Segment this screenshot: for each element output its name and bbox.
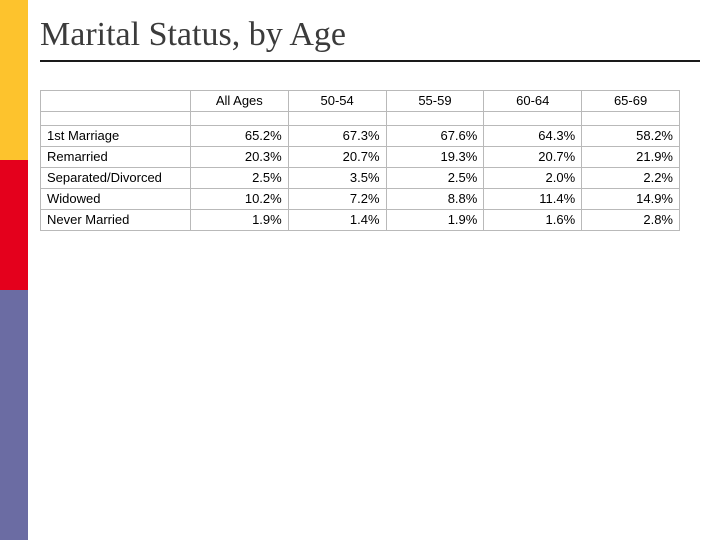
- col-header-50-54: 50-54: [288, 91, 386, 112]
- cell: 2.2%: [582, 168, 680, 189]
- cell: 20.3%: [190, 147, 288, 168]
- cell: 2.5%: [386, 168, 484, 189]
- cell: 10.2%: [190, 189, 288, 210]
- cell: 67.6%: [386, 126, 484, 147]
- col-header-all-ages: All Ages: [190, 91, 288, 112]
- cell: 19.3%: [386, 147, 484, 168]
- row-label: Separated/Divorced: [41, 168, 191, 189]
- table-spacer-row: [41, 112, 680, 126]
- marital-status-table: All Ages 50-54 55-59 60-64 65-69 1st Mar…: [40, 90, 680, 231]
- cell: 1.4%: [288, 210, 386, 231]
- row-label: 1st Marriage: [41, 126, 191, 147]
- slide: Marital Status, by Age All Ages 50-54 55…: [0, 0, 720, 540]
- cell: 2.5%: [190, 168, 288, 189]
- cell: 1.9%: [386, 210, 484, 231]
- cell: 1.9%: [190, 210, 288, 231]
- sidebar-segment-3: [0, 290, 28, 540]
- cell: 14.9%: [582, 189, 680, 210]
- cell: 20.7%: [288, 147, 386, 168]
- row-label: Remarried: [41, 147, 191, 168]
- cell: 1.6%: [484, 210, 582, 231]
- row-label: Never Married: [41, 210, 191, 231]
- cell: 8.8%: [386, 189, 484, 210]
- cell: 3.5%: [288, 168, 386, 189]
- sidebar-segment-2: [0, 160, 28, 290]
- page-title: Marital Status, by Age: [40, 16, 700, 54]
- col-header-blank: [41, 91, 191, 112]
- col-header-55-59: 55-59: [386, 91, 484, 112]
- title-underline: [40, 60, 700, 62]
- accent-sidebar: [0, 0, 28, 540]
- table-row: Never Married 1.9% 1.4% 1.9% 1.6% 2.8%: [41, 210, 680, 231]
- table-row: 1st Marriage 65.2% 67.3% 67.6% 64.3% 58.…: [41, 126, 680, 147]
- cell: 21.9%: [582, 147, 680, 168]
- table-row: Remarried 20.3% 20.7% 19.3% 20.7% 21.9%: [41, 147, 680, 168]
- cell: 20.7%: [484, 147, 582, 168]
- content-area: Marital Status, by Age All Ages 50-54 55…: [40, 16, 700, 231]
- cell: 11.4%: [484, 189, 582, 210]
- sidebar-segment-1: [0, 0, 28, 160]
- table-header-row: All Ages 50-54 55-59 60-64 65-69: [41, 91, 680, 112]
- cell: 58.2%: [582, 126, 680, 147]
- cell: 2.8%: [582, 210, 680, 231]
- table-row: Widowed 10.2% 7.2% 8.8% 11.4% 14.9%: [41, 189, 680, 210]
- cell: 2.0%: [484, 168, 582, 189]
- cell: 64.3%: [484, 126, 582, 147]
- table-row: Separated/Divorced 2.5% 3.5% 2.5% 2.0% 2…: [41, 168, 680, 189]
- col-header-65-69: 65-69: [582, 91, 680, 112]
- cell: 7.2%: [288, 189, 386, 210]
- col-header-60-64: 60-64: [484, 91, 582, 112]
- cell: 65.2%: [190, 126, 288, 147]
- cell: 67.3%: [288, 126, 386, 147]
- row-label: Widowed: [41, 189, 191, 210]
